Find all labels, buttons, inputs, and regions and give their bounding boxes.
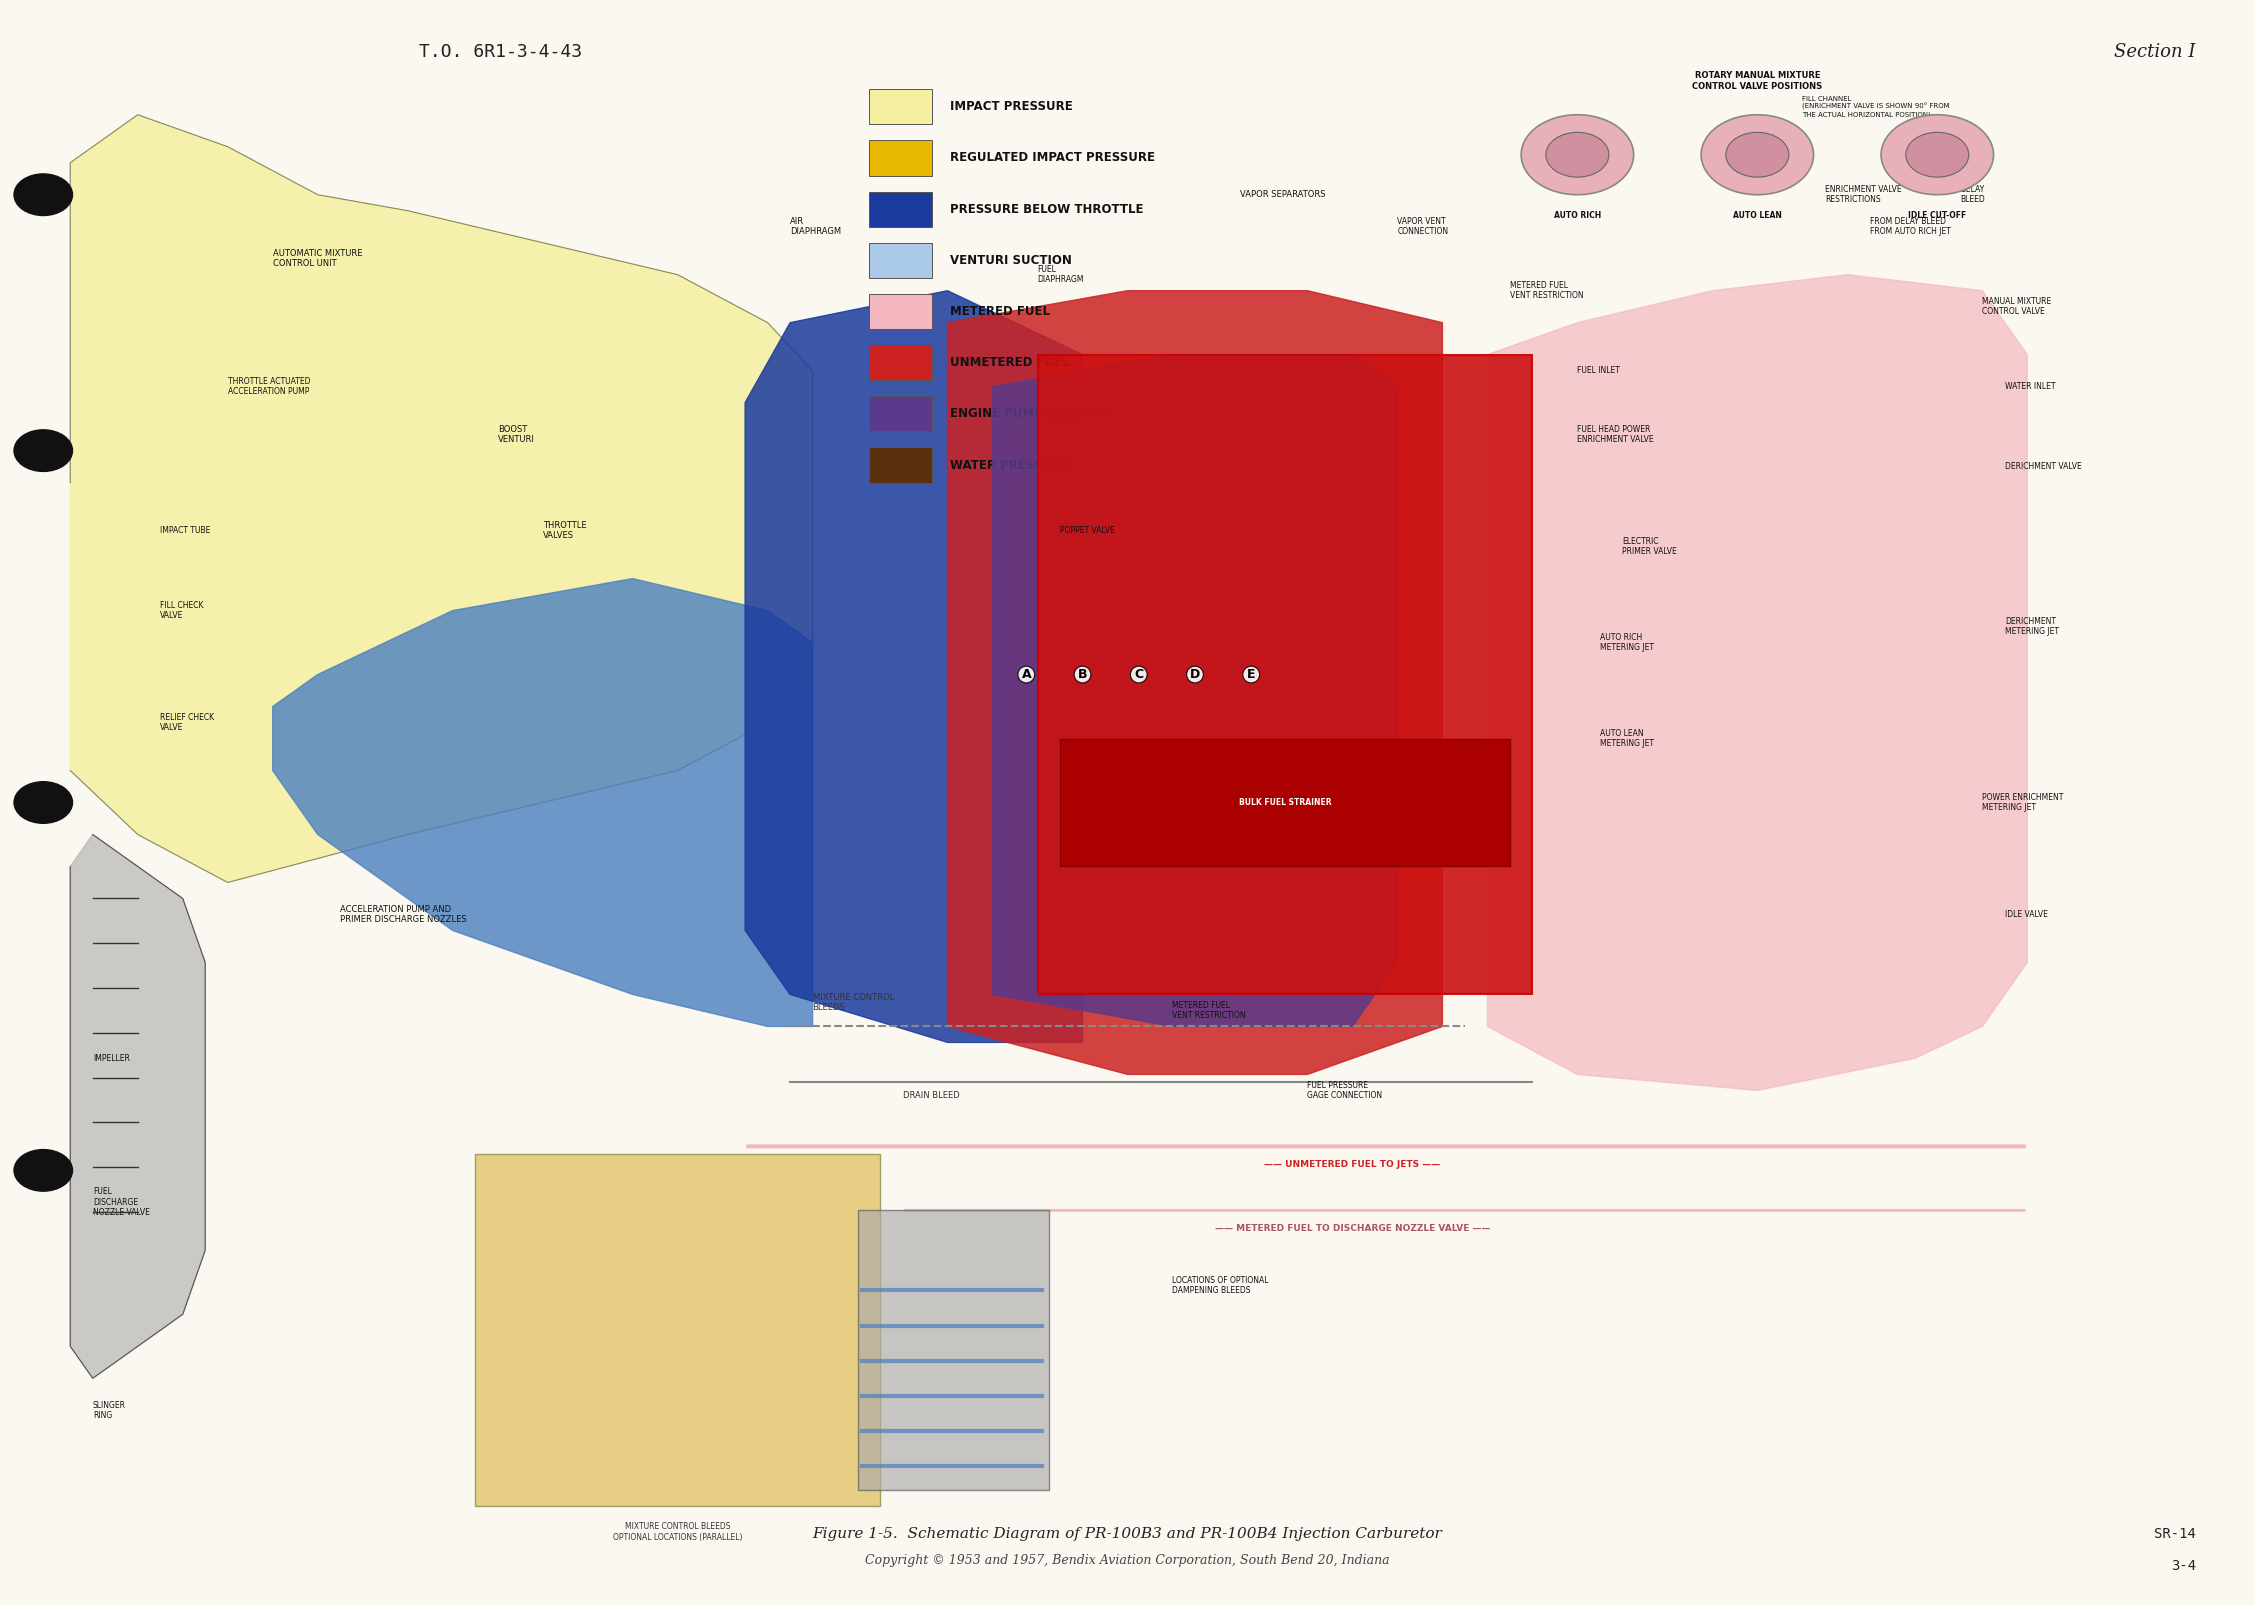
Bar [70,146,2185,1514]
Text: VAPOR SEPARATORS: VAPOR SEPARATORS [1240,191,1326,199]
Text: AUTO LEAN
METERING JET: AUTO LEAN METERING JET [1599,729,1653,748]
Text: DELAY
BLEED: DELAY BLEED [1960,185,1984,204]
FancyBboxPatch shape [868,345,931,380]
Text: PRESSURE BELOW THROTTLE: PRESSURE BELOW THROTTLE [949,202,1143,215]
Text: Copyright © 1953 and 1957, Bendix Aviation Corporation, South Bend 20, Indiana: Copyright © 1953 and 1957, Bendix Aviati… [866,1554,1389,1566]
Text: ENGINE PUMP PRESSURE: ENGINE PUMP PRESSURE [949,408,1116,421]
Circle shape [1725,132,1788,177]
Text: ROTARY MANUAL MIXTURE
CONTROL VALVE POSITIONS: ROTARY MANUAL MIXTURE CONTROL VALVE POSI… [1691,71,1822,91]
Text: LOCATIONS OF OPTIONAL
DAMPENING BLEEDS: LOCATIONS OF OPTIONAL DAMPENING BLEEDS [1173,1276,1270,1295]
FancyBboxPatch shape [868,191,931,226]
FancyBboxPatch shape [868,140,931,175]
Polygon shape [947,291,1443,1074]
Polygon shape [70,114,812,883]
Text: FUEL
DIAPHRAGM: FUEL DIAPHRAGM [1037,265,1085,284]
Text: FILL CHANNEL
(ENRICHMENT VALVE IS SHOWN 90° FROM
THE ACTUAL HORIZONTAL POSITION): FILL CHANNEL (ENRICHMENT VALVE IS SHOWN … [1802,96,1951,117]
Text: C: C [1134,668,1143,681]
Text: ELECTRIC
PRIMER VALVE: ELECTRIC PRIMER VALVE [1621,538,1678,557]
Text: FROM DELAY BLEED
FROM AUTO RICH JET: FROM DELAY BLEED FROM AUTO RICH JET [1869,217,1951,236]
Text: MIXTURE CONTROL BLEEDS
OPTIONAL LOCATIONS (PARALLEL): MIXTURE CONTROL BLEEDS OPTIONAL LOCATION… [613,1522,742,1542]
Text: IMPACT TUBE: IMPACT TUBE [160,526,210,534]
Circle shape [14,782,72,823]
Text: FUEL HEAD POWER
ENRICHMENT VALVE: FUEL HEAD POWER ENRICHMENT VALVE [1578,425,1653,445]
FancyBboxPatch shape [868,294,931,329]
Text: AUTO LEAN: AUTO LEAN [1732,210,1781,220]
Text: AUTOMATIC MIXTURE
CONTROL UNIT: AUTOMATIC MIXTURE CONTROL UNIT [273,249,363,268]
Text: 3-4: 3-4 [2172,1560,2196,1573]
Text: Section I: Section I [2115,43,2196,61]
Text: SR-14: SR-14 [2154,1528,2196,1541]
Text: FUEL INLET: FUEL INLET [1578,366,1621,376]
Text: SLINGER
RING: SLINGER RING [92,1401,126,1420]
Circle shape [14,173,72,215]
Text: POPPET VALVE: POPPET VALVE [1060,526,1114,534]
FancyBboxPatch shape [868,396,931,432]
Text: WATER INLET: WATER INLET [2005,382,2054,392]
Text: AUTO RICH: AUTO RICH [1554,210,1601,220]
Text: DERICHMENT
METERING JET: DERICHMENT METERING JET [2005,616,2059,636]
Text: BOOST
VENTURI: BOOST VENTURI [498,425,534,445]
Text: IMPACT PRESSURE: IMPACT PRESSURE [949,100,1073,114]
Text: VAPOR VENT
CONNECTION: VAPOR VENT CONNECTION [1398,217,1448,236]
Polygon shape [992,355,1398,1027]
Bar [1060,738,1511,867]
FancyBboxPatch shape [868,90,931,124]
Text: WATER PRESSURE: WATER PRESSURE [949,459,1069,472]
Text: METERED FUEL
VENT RESTRICTION: METERED FUEL VENT RESTRICTION [1511,281,1583,300]
Text: THROTTLE ACTUATED
ACCELERATION PUMP: THROTTLE ACTUATED ACCELERATION PUMP [228,377,311,396]
Text: B: B [1078,668,1087,681]
Text: METERED FUEL: METERED FUEL [949,305,1051,318]
Text: —— METERED FUEL TO DISCHARGE NOZZLE VALVE ——: —— METERED FUEL TO DISCHARGE NOZZLE VALV… [1215,1225,1491,1233]
Text: T.O. 6R1-3-4-43: T.O. 6R1-3-4-43 [419,43,582,61]
Text: ACCELERATION PUMP AND
PRIMER DISCHARGE NOZZLES: ACCELERATION PUMP AND PRIMER DISCHARGE N… [341,905,467,924]
Text: RELIEF CHECK
VALVE: RELIEF CHECK VALVE [160,713,214,732]
Polygon shape [273,578,812,1027]
Polygon shape [1488,274,2027,1090]
Text: ENRICHMENT VALVE
RESTRICTIONS: ENRICHMENT VALVE RESTRICTIONS [1824,185,1901,204]
Text: AIR
DIAPHRAGM: AIR DIAPHRAGM [789,217,841,236]
FancyBboxPatch shape [868,448,931,483]
Circle shape [1700,114,1813,194]
Text: AUTO RICH
METERING JET: AUTO RICH METERING JET [1599,632,1653,652]
Text: A: A [1022,668,1031,681]
Circle shape [1905,132,1969,177]
Text: METERED FUEL
VENT RESTRICTION: METERED FUEL VENT RESTRICTION [1173,1002,1247,1021]
Text: THROTTLE
VALVES: THROTTLE VALVES [543,522,586,541]
Polygon shape [744,291,1082,1042]
Text: UNMETERED FUEL: UNMETERED FUEL [949,356,1069,369]
Polygon shape [70,835,205,1379]
Text: E: E [1247,668,1256,681]
Text: FUEL
DISCHARGE
NOZZLE VALVE: FUEL DISCHARGE NOZZLE VALVE [92,1188,149,1217]
Circle shape [1522,114,1633,194]
Bar [476,1154,879,1505]
Text: D: D [1191,668,1200,681]
Bar [1037,355,1533,995]
Text: IDLE CUT-OFF: IDLE CUT-OFF [1908,210,1966,220]
Text: DRAIN BLEED: DRAIN BLEED [902,1091,958,1101]
Bar [857,1210,1049,1491]
Circle shape [14,430,72,472]
Text: FILL CHECK
VALVE: FILL CHECK VALVE [160,600,203,620]
Circle shape [14,1149,72,1191]
Circle shape [1547,132,1608,177]
Text: IMPELLER: IMPELLER [92,1054,129,1063]
Text: —— UNMETERED FUEL TO JETS ——: —— UNMETERED FUEL TO JETS —— [1265,1160,1441,1168]
Text: VENTURI SUCTION: VENTURI SUCTION [949,254,1071,266]
Text: Figure 1-5.  Schematic Diagram of PR-100B3 and PR-100B4 Injection Carburetor: Figure 1-5. Schematic Diagram of PR-100B… [812,1528,1443,1541]
Text: FUEL PRESSURE
GAGE CONNECTION: FUEL PRESSURE GAGE CONNECTION [1308,1080,1382,1099]
FancyBboxPatch shape [868,242,931,278]
Circle shape [1881,114,1993,194]
Text: REGULATED IMPACT PRESSURE: REGULATED IMPACT PRESSURE [949,151,1155,164]
Text: DERICHMENT VALVE: DERICHMENT VALVE [2005,462,2081,472]
Text: MIXTURE CONTROL
BLEEDS: MIXTURE CONTROL BLEEDS [812,993,893,1013]
Text: POWER ENRICHMENT
METERING JET: POWER ENRICHMENT METERING JET [1982,793,2063,812]
Text: IDLE VALVE: IDLE VALVE [2005,910,2048,920]
Text: BULK FUEL STRAINER: BULK FUEL STRAINER [1238,798,1330,807]
Text: MANUAL MIXTURE
CONTROL VALVE: MANUAL MIXTURE CONTROL VALVE [1982,297,2052,316]
